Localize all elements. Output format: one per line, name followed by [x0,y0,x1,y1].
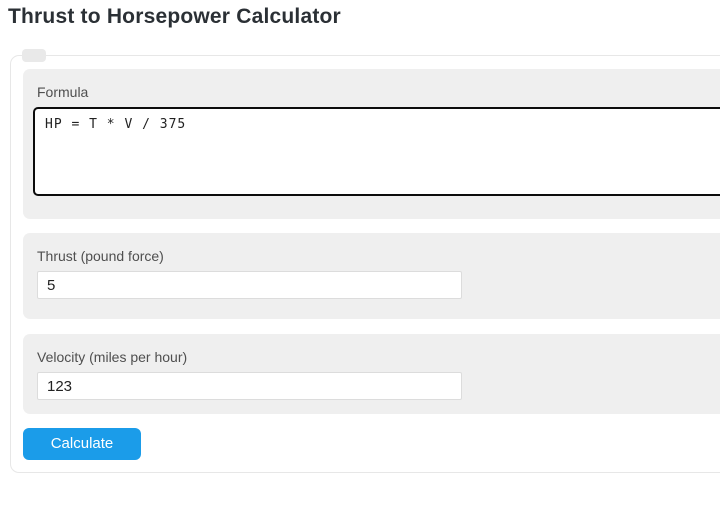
formula-label: Formula [37,84,89,100]
thrust-label: Thrust (pound force) [37,248,164,264]
formula-textarea[interactable]: HP = T * V / 375 [33,107,720,196]
velocity-section: Velocity (miles per hour) [23,334,720,414]
page-title: Thrust to Horsepower Calculator [8,5,341,28]
formula-section: Formula HP = T * V / 375 [23,69,720,219]
thrust-section: Thrust (pound force) [23,233,720,319]
card-top-tab [22,49,46,62]
thrust-input[interactable] [37,271,462,299]
velocity-label: Velocity (miles per hour) [37,349,188,365]
calculate-button[interactable]: Calculate [23,428,141,460]
calculator-card: Formula HP = T * V / 375 Thrust (pound f… [10,49,720,473]
velocity-input[interactable] [37,372,462,400]
